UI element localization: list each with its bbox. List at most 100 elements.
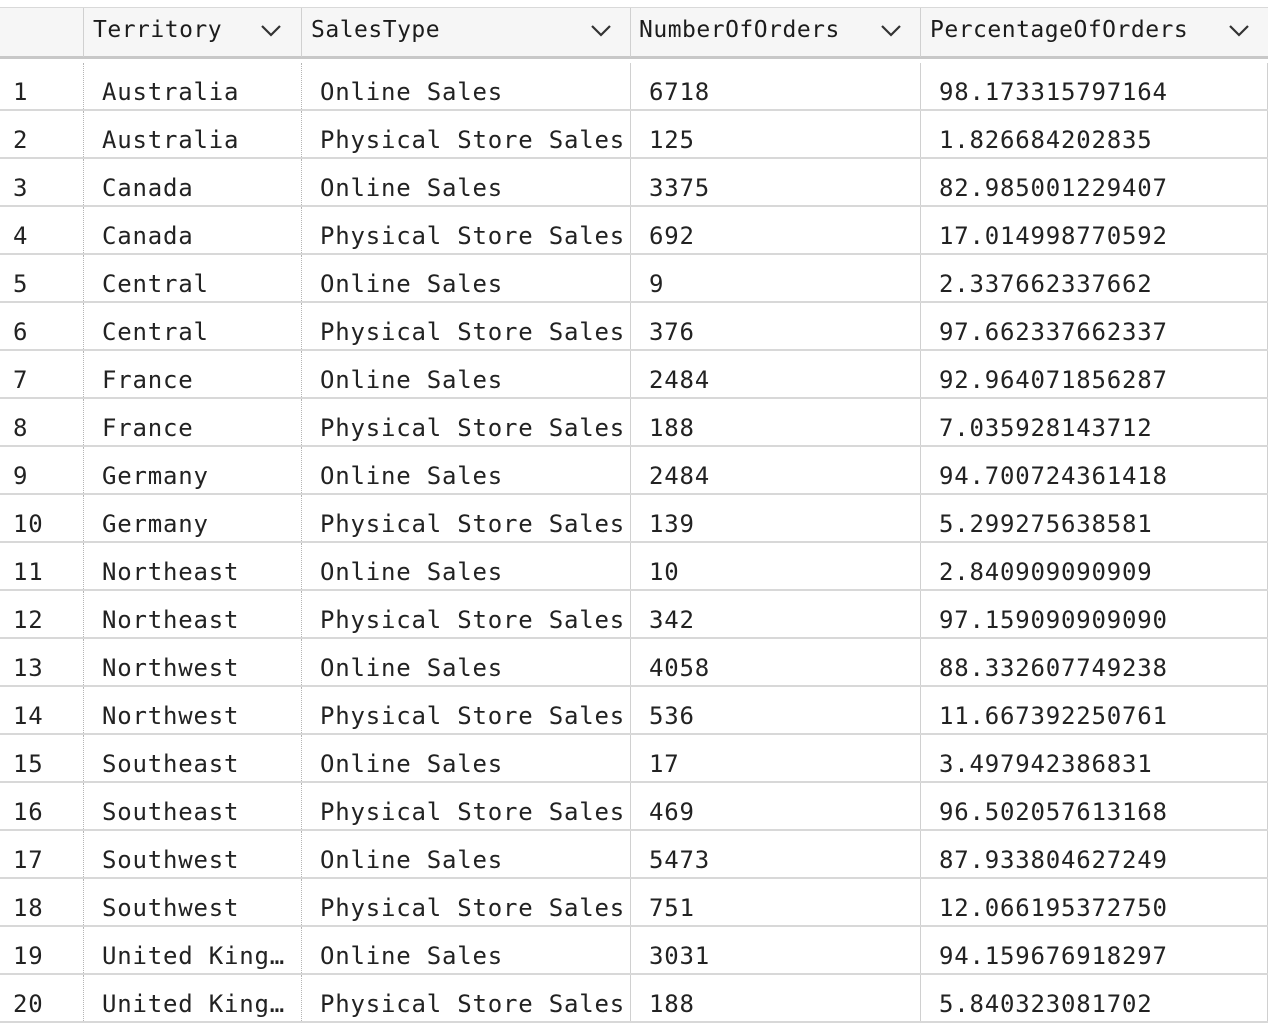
table-row[interactable]: 2 Australia Physical Store Sales 125 1.82668… [0,111,1268,159]
territory-cell[interactable]: Australia [83,111,301,157]
salestype-cell[interactable]: Online Sales [301,351,630,397]
table-row[interactable]: 4 Canada Physical Store Sales 692 17.0149987… [0,207,1268,255]
percentageoforders-cell[interactable]: 17.014998770592 [920,207,1268,253]
percentageoforders-cell[interactable]: 87.933804627249 [920,831,1268,877]
territory-cell[interactable]: Central [83,303,301,349]
numberoforders-cell[interactable]: 536 [630,687,920,733]
salestype-cell[interactable]: Physical Store Sales [301,783,630,829]
numberoforders-cell[interactable]: 10 [630,543,920,589]
numberoforders-cell[interactable]: 9 [630,255,920,301]
percentageoforders-cell[interactable]: 7.035928143712 [920,399,1268,445]
territory-cell[interactable]: Southwest [83,831,301,877]
percentageoforders-cell[interactable]: 5.299275638581 [920,495,1268,541]
territory-cell[interactable]: Southeast [83,735,301,781]
numberoforders-cell[interactable]: 692 [630,207,920,253]
table-row[interactable]: 3 Canada Online Sales 3375 82.985001229407 [0,159,1268,207]
salestype-cell[interactable]: Online Sales [301,543,630,589]
table-row[interactable]: 13 Northwest Online Sales 4058 88.3326077492… [0,639,1268,687]
row-number-cell[interactable]: 14 [13,702,44,730]
territory-cell[interactable]: United King… [83,927,301,973]
percentageoforders-cell[interactable]: 97.159090909090 [920,591,1268,637]
row-number-cell[interactable]: 11 [13,558,44,586]
numberoforders-cell[interactable]: 188 [630,399,920,445]
territory-cell[interactable]: Australia [83,63,301,109]
territory-cell[interactable]: Northwest [83,687,301,733]
row-number-cell[interactable]: 10 [13,510,44,538]
row-number-cell[interactable]: 3 [13,174,29,202]
table-row[interactable]: 15 Southeast Online Sales 17 3.497942386831 [0,735,1268,783]
percentageoforders-cell[interactable]: 2.337662337662 [920,255,1268,301]
numberoforders-cell[interactable]: 3375 [630,159,920,205]
percentageoforders-cell[interactable]: 3.497942386831 [920,735,1268,781]
percentageoforders-cell[interactable]: 98.173315797164 [920,63,1268,109]
salestype-cell[interactable]: Physical Store Sales [301,303,630,349]
chevron-down-icon[interactable] [880,24,902,38]
table-row[interactable]: 7 France Online Sales 2484 92.964071856287 [0,351,1268,399]
numberoforders-cell[interactable]: 125 [630,111,920,157]
percentageoforders-cell[interactable]: 1.826684202835 [920,111,1268,157]
row-number-cell[interactable]: 12 [13,606,44,634]
salestype-cell[interactable]: Online Sales [301,159,630,205]
numberoforders-cell[interactable]: 376 [630,303,920,349]
salestype-cell[interactable]: Online Sales [301,831,630,877]
numberoforders-cell[interactable]: 342 [630,591,920,637]
salestype-cell[interactable]: Online Sales [301,639,630,685]
row-number-cell[interactable]: 20 [13,990,44,1018]
salestype-cell[interactable]: Physical Store Sales [301,399,630,445]
table-row[interactable]: 1 Australia Online Sales 6718 98.17331579716… [0,63,1268,111]
table-row[interactable]: 14 Northwest Physical Store Sales 536 11.667… [0,687,1268,735]
percentageoforders-cell[interactable]: 11.667392250761 [920,687,1268,733]
percentageoforders-cell[interactable]: 82.985001229407 [920,159,1268,205]
chevron-down-icon[interactable] [1228,24,1250,38]
salestype-cell[interactable]: Physical Store Sales [301,879,630,925]
row-number-cell[interactable]: 9 [13,462,29,490]
territory-cell[interactable]: Canada [83,207,301,253]
salestype-cell[interactable]: Online Sales [301,255,630,301]
percentageoforders-cell[interactable]: 94.159676918297 [920,927,1268,973]
row-number-cell[interactable]: 16 [13,798,44,826]
table-row[interactable]: 20 United King… Physical Store Sales 188 5.8… [0,975,1268,1023]
numberoforders-cell[interactable]: 5473 [630,831,920,877]
table-row[interactable]: 17 Southwest Online Sales 5473 87.9338046272… [0,831,1268,879]
percentageoforders-cell[interactable]: 97.662337662337 [920,303,1268,349]
salestype-cell[interactable]: Physical Store Sales [301,687,630,733]
salestype-cell[interactable]: Online Sales [301,63,630,109]
territory-cell[interactable]: France [83,351,301,397]
percentageoforders-cell[interactable]: 5.840323081702 [920,975,1268,1021]
percentageoforders-cell[interactable]: 2.840909090909 [920,543,1268,589]
numberoforders-cell[interactable]: 4058 [630,639,920,685]
territory-cell[interactable]: Southwest [83,879,301,925]
table-row[interactable]: 9 Germany Online Sales 2484 94.700724361418 [0,447,1268,495]
salestype-cell[interactable]: Online Sales [301,735,630,781]
numberoforders-cell[interactable]: 6718 [630,63,920,109]
salestype-cell[interactable]: Physical Store Sales [301,207,630,253]
numberoforders-cell[interactable]: 3031 [630,927,920,973]
territory-cell[interactable]: Southeast [83,783,301,829]
percentageoforders-cell[interactable]: 96.502057613168 [920,783,1268,829]
salestype-cell[interactable]: Online Sales [301,927,630,973]
row-number-cell[interactable]: 1 [13,78,29,106]
salestype-cell[interactable]: Physical Store Sales [301,975,630,1021]
territory-cell[interactable]: Canada [83,159,301,205]
territory-cell[interactable]: Northeast [83,591,301,637]
territory-cell[interactable]: Northwest [83,639,301,685]
percentageoforders-cell[interactable]: 12.066195372750 [920,879,1268,925]
row-number-cell[interactable]: 4 [13,222,29,250]
territory-cell[interactable]: Central [83,255,301,301]
row-number-cell[interactable]: 19 [13,942,44,970]
column-header-territory[interactable]: Territory [83,8,301,57]
numberoforders-cell[interactable]: 17 [630,735,920,781]
numberoforders-cell[interactable]: 2484 [630,351,920,397]
percentageoforders-cell[interactable]: 94.700724361418 [920,447,1268,493]
table-row[interactable]: 6 Central Physical Store Sales 376 97.662337… [0,303,1268,351]
row-number-cell[interactable]: 17 [13,846,44,874]
table-row[interactable]: 18 Southwest Physical Store Sales 751 12.066… [0,879,1268,927]
row-number-cell[interactable]: 15 [13,750,44,778]
numberoforders-cell[interactable]: 469 [630,783,920,829]
row-number-cell[interactable]: 7 [13,366,29,394]
table-row[interactable]: 8 France Physical Store Sales 188 7.03592814… [0,399,1268,447]
chevron-down-icon[interactable] [590,24,612,38]
numberoforders-cell[interactable]: 188 [630,975,920,1021]
row-number-cell[interactable]: 13 [13,654,44,682]
territory-cell[interactable]: United King… [83,975,301,1021]
